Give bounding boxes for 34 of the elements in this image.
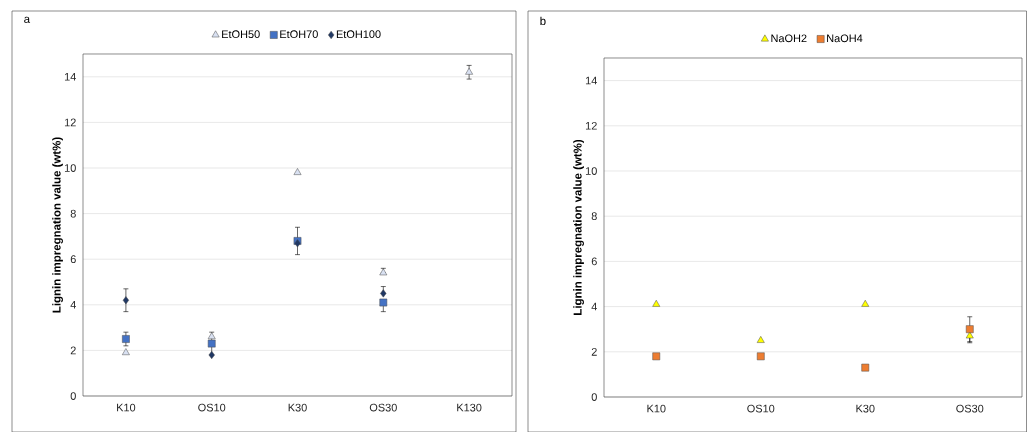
- y-tick-label: 2: [591, 347, 597, 356]
- y-tick-label: 14: [585, 76, 597, 85]
- y-tick-label: 2: [70, 346, 76, 355]
- y-tick-label: 10: [585, 167, 597, 175]
- legend-label: EtOH50: [222, 30, 260, 39]
- y-tick-label: 10: [64, 164, 76, 172]
- y-axis-title: Lignin impregnation value (wt%): [573, 139, 584, 315]
- x-tick-label: OS30: [369, 403, 397, 412]
- y-tick-label: 0: [591, 393, 597, 401]
- x-tick-label: K10: [647, 404, 666, 413]
- y-tick-label: 4: [591, 302, 597, 311]
- legend-label: NaOH4: [827, 34, 863, 43]
- y-tick-label: 8: [591, 212, 597, 221]
- x-tick-label: K30: [288, 403, 307, 412]
- x-tick-label: K30: [856, 404, 875, 413]
- y-tick-label: 12: [585, 121, 597, 130]
- y-tick-label: 8: [70, 209, 76, 218]
- y-tick-label: 0: [70, 392, 76, 400]
- y-tick-label: 12: [64, 118, 76, 127]
- y-tick-label: 14: [64, 73, 76, 81]
- x-tick-label: OS10: [747, 404, 775, 413]
- y-tick-label: 6: [591, 257, 597, 266]
- y-axis-title: Lignin impregnation value (wt%): [52, 137, 63, 313]
- legend-label: EtOH100: [336, 30, 381, 39]
- y-tick-label: 6: [70, 255, 76, 264]
- chart-title: b: [540, 16, 546, 26]
- y-tick-label: 4: [70, 301, 76, 309]
- chart-title: a: [24, 16, 31, 23]
- x-tick-label: K10: [117, 403, 136, 412]
- x-tick-label: K130: [457, 403, 482, 412]
- legend-label: EtOH70: [280, 30, 318, 39]
- x-tick-label: OS30: [956, 404, 984, 413]
- legend-label: NaOH2: [771, 34, 807, 43]
- x-tick-label: OS10: [198, 403, 226, 412]
